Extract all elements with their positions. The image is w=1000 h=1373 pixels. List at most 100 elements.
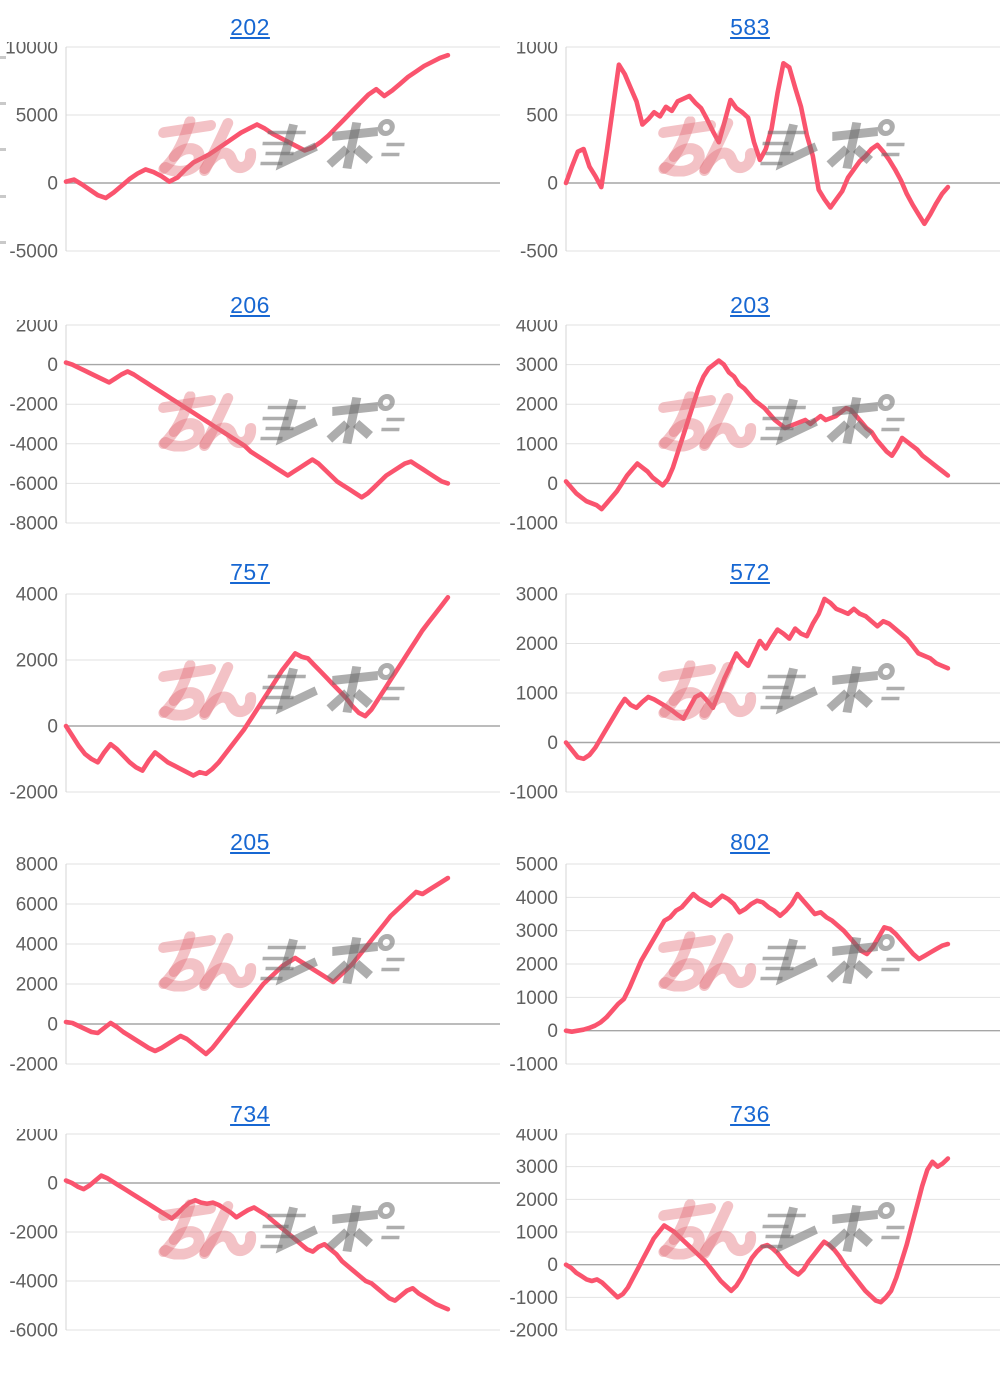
chart-title-row: 757 <box>0 545 500 587</box>
y-axis-tick-label: 1000 <box>516 434 558 455</box>
y-axis-tick-label: 2000 <box>16 1129 58 1146</box>
chart-cell: 802 5000 4000 3000 2000 1000 0 -1000 <box>500 815 1000 1093</box>
chart-plot-svg: 4000 3000 2000 1000 0 -1000 -2000 <box>509 1129 1000 1342</box>
payout-line-series <box>563 596 951 762</box>
payout-line-series <box>563 891 951 1034</box>
y-axis-tick-label: -5000 <box>9 242 58 263</box>
chart-plot-area: 2000 0 -2000 -4000 -6000 <box>0 1129 500 1373</box>
chart-plot-area: 5000 4000 3000 2000 1000 0 -1000 <box>500 857 1000 1093</box>
y-axis-tick-label: 0 <box>47 717 58 738</box>
chart-plot-area: 4000 3000 2000 1000 0 -1000 -2000 <box>500 1129 1000 1373</box>
chart-cell: 203 4000 3000 2000 1000 0 -1000 <box>500 278 1000 545</box>
chart-plot-svg: 5000 4000 3000 2000 1000 0 -1000 <box>509 857 1000 1076</box>
payout-line-series <box>63 595 451 778</box>
y-axis-tick-label: 4000 <box>516 888 558 909</box>
chart-title-link[interactable]: 802 <box>730 828 770 855</box>
y-axis-tick-label: 0 <box>47 1015 58 1036</box>
chart-title-row: 205 <box>0 815 500 857</box>
y-axis-tick-label: -1000 <box>509 514 558 535</box>
y-axis-tick-label: -8000 <box>9 514 58 535</box>
y-axis-tick-label: -2000 <box>9 783 58 804</box>
y-axis-tick-label: -1000 <box>509 1288 558 1309</box>
y-axis-tick-label: -4000 <box>9 1272 58 1293</box>
chart-title-row: 203 <box>500 278 1000 320</box>
y-axis-tick-label: 0 <box>47 174 58 195</box>
chart-plot-svg: 10000 5000 0 -5000 <box>5 42 500 263</box>
chart-cell: 734 2000 0 -2000 -4000 -6000 <box>0 1093 500 1373</box>
y-axis-tick-label: 5000 <box>16 106 58 127</box>
chart-cell: 736 4000 3000 2000 1000 0 -1000 -2000 <box>500 1093 1000 1373</box>
chart-title-row: 206 <box>0 278 500 320</box>
chart-title-link[interactable]: 206 <box>230 291 270 318</box>
y-axis-tick-label: 8000 <box>16 857 58 876</box>
y-axis-tick-label: 5000 <box>516 857 558 876</box>
y-axis-tick-label: 0 <box>47 355 58 376</box>
y-axis-tick-label: 4000 <box>16 587 58 606</box>
chart-plot-area: 10000 5000 0 -5000 <box>0 42 500 278</box>
y-axis-tick-label: -6000 <box>9 1321 58 1342</box>
chart-title-link[interactable]: 572 <box>730 558 770 585</box>
chart-title-row: 736 <box>500 1093 1000 1129</box>
chart-plot-svg: 4000 3000 2000 1000 0 -1000 <box>509 320 1000 535</box>
y-axis-tick-label: 3000 <box>516 587 558 606</box>
y-axis-tick-label: 3000 <box>516 1157 558 1178</box>
chart-title-link[interactable]: 203 <box>730 291 770 318</box>
payout-line-series <box>563 1156 951 1305</box>
y-axis-tick-label: 2000 <box>16 320 58 337</box>
y-axis-tick-label: 0 <box>547 1021 558 1042</box>
y-axis-tick-label: 6000 <box>16 895 58 916</box>
chart-plot-area: 4000 3000 2000 1000 0 -1000 <box>500 320 1000 545</box>
y-axis-tick-label: 0 <box>47 1174 58 1195</box>
y-axis-tick-label: 2000 <box>516 1190 558 1211</box>
y-axis-tick-label: -2000 <box>9 1223 58 1244</box>
y-axis-tick-label: 1000 <box>516 42 558 59</box>
y-axis-tick-label: 0 <box>547 1255 558 1276</box>
chart-plot-svg: 8000 6000 4000 2000 0 -2000 <box>9 857 500 1076</box>
chart-plot-svg: 2000 0 -2000 -4000 -6000 <box>9 1129 500 1342</box>
payout-line-series <box>563 358 951 512</box>
y-axis-tick-label: -6000 <box>9 474 58 495</box>
chart-cell: 757 4000 2000 0 -2000 <box>0 545 500 815</box>
chart-title-row: 734 <box>0 1093 500 1129</box>
payout-line-series <box>63 52 451 201</box>
chart-plot-area: 2000 0 -2000 -4000 -6000 -8000 <box>0 320 500 545</box>
chart-title-link[interactable]: 757 <box>230 558 270 585</box>
chart-title-link[interactable]: 734 <box>230 1100 270 1127</box>
y-axis-tick-label: 0 <box>547 733 558 754</box>
y-axis-tick-label: 2000 <box>516 634 558 655</box>
chart-title-link[interactable]: 205 <box>230 828 270 855</box>
y-axis-tick-label: -2000 <box>509 1321 558 1342</box>
payout-line-series <box>563 60 951 227</box>
y-axis-tick-label: 4000 <box>516 1129 558 1146</box>
payout-line-series <box>63 360 451 500</box>
y-axis-tick-label: 1000 <box>516 1223 558 1244</box>
chart-plot-area: 1000 500 0 -500 <box>500 42 1000 278</box>
chart-plot-svg: 3000 2000 1000 0 -1000 <box>509 587 1000 804</box>
chart-plot-svg: 4000 2000 0 -2000 <box>9 587 500 804</box>
chart-title-link[interactable]: 202 <box>230 13 270 40</box>
chart-plot-area: 3000 2000 1000 0 -1000 <box>500 587 1000 815</box>
chart-cell: 206 2000 0 -2000 -4000 -6000 -8000 <box>0 278 500 545</box>
y-axis-tick-label: -2000 <box>9 1055 58 1076</box>
y-axis-tick-label: 0 <box>547 174 558 195</box>
chart-title-link[interactable]: 736 <box>730 1100 770 1127</box>
y-axis-tick-label: -500 <box>520 242 558 263</box>
chart-plot-area: 8000 6000 4000 2000 0 -2000 <box>0 857 500 1093</box>
payout-line-series <box>63 1173 451 1312</box>
chart-cell: 205 8000 6000 4000 2000 0 -2000 <box>0 815 500 1093</box>
y-axis-tick-label: -1000 <box>509 1055 558 1076</box>
y-axis-tick-label: 4000 <box>516 320 558 337</box>
chart-title-row: 802 <box>500 815 1000 857</box>
y-axis-tick-label: 3000 <box>516 355 558 376</box>
y-axis-tick-label: -1000 <box>509 783 558 804</box>
chart-title-row: 202 <box>0 0 500 42</box>
y-axis-tick-label: 4000 <box>16 935 58 956</box>
chart-title-link[interactable]: 583 <box>730 13 770 40</box>
y-axis-tick-label: 3000 <box>516 921 558 942</box>
y-axis-tick-label: 1000 <box>516 684 558 705</box>
y-axis-tick-label: 2000 <box>16 651 58 672</box>
y-axis-tick-label: 1000 <box>516 988 558 1009</box>
chart-title-row: 572 <box>500 545 1000 587</box>
chart-plot-svg: 1000 500 0 -500 <box>516 42 1000 263</box>
